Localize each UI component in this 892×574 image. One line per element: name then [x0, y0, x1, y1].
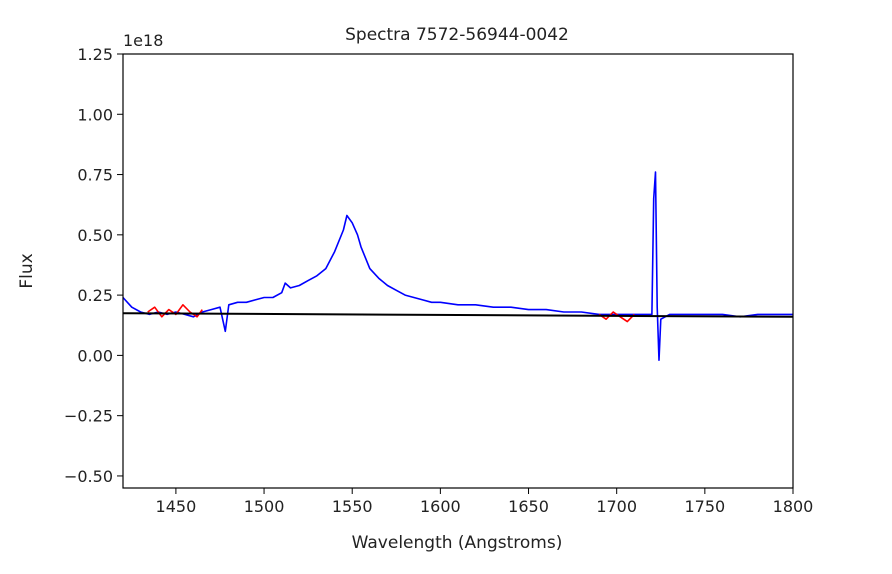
x-tick-label: 1700: [596, 497, 637, 516]
series-line-1: [147, 303, 203, 318]
y-tick-label: 1.00: [77, 105, 113, 124]
x-tick-label: 1550: [332, 497, 373, 516]
series-line-2: [598, 311, 635, 323]
x-tick-label: 1650: [508, 497, 549, 516]
y-tick-label: −0.50: [64, 467, 113, 486]
series-line-3: [122, 312, 794, 318]
y-tick-label: 0.50: [77, 226, 113, 245]
y-offset-label: 1e18: [123, 31, 163, 50]
chart-title: Spectra 7572-56944-0042: [345, 25, 569, 45]
y-axis-title: Flux: [17, 253, 37, 288]
series-layer: [122, 171, 794, 362]
y-axis: −0.50 −0.25 0.00 0.25 0.50 0.75 1.00 1.25: [64, 45, 123, 486]
x-axis: 1450 1500 1550 1600 1650 1700 1750 1800: [156, 488, 814, 516]
y-tick-label: −0.25: [64, 407, 113, 426]
x-tick-label: 1500: [244, 497, 285, 516]
series-line-0: [122, 171, 793, 362]
y-tick-label: 0.25: [77, 286, 113, 305]
x-tick-label: 1750: [684, 497, 725, 516]
y-tick-label: 0.75: [77, 166, 113, 185]
y-tick-label: 1.25: [77, 45, 113, 64]
x-tick-label: 1800: [773, 497, 814, 516]
x-axis-title: Wavelength (Angstroms): [352, 533, 563, 553]
y-tick-label: 0.00: [77, 346, 113, 365]
x-tick-label: 1450: [156, 497, 197, 516]
plot-frame: [122, 53, 794, 489]
x-tick-label: 1600: [420, 497, 461, 516]
